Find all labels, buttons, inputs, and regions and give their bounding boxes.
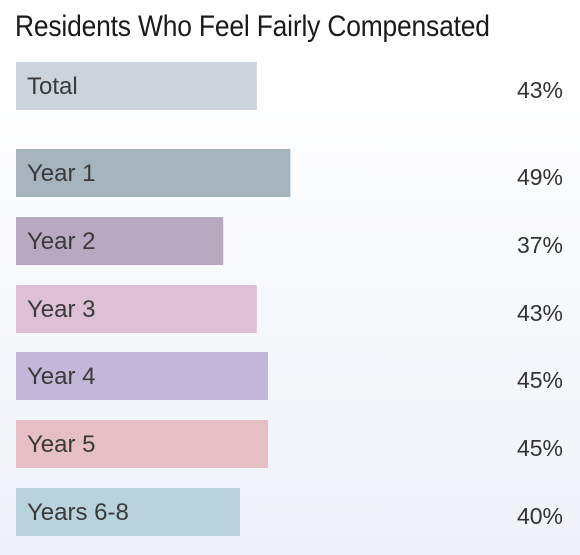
bar-total — [16, 62, 257, 110]
value-label: 43% — [517, 300, 563, 326]
category-label: Years 6-8 — [27, 499, 129, 526]
category-label: Year 5 — [27, 431, 96, 458]
bar-year-5 — [16, 420, 268, 468]
value-label: 40% — [517, 503, 563, 529]
category-label: Year 3 — [27, 296, 96, 323]
bar-years-6-8 — [16, 488, 240, 536]
value-label: 43% — [517, 77, 563, 103]
chart-title: Residents Who Feel Fairly Compensated — [15, 10, 490, 43]
bar-year-3 — [16, 285, 257, 333]
value-label: 45% — [517, 435, 563, 461]
value-label: 49% — [517, 164, 563, 190]
bar-year-2 — [16, 217, 224, 265]
value-label: 37% — [517, 232, 563, 258]
bar-year-4 — [16, 352, 268, 400]
category-label: Year 1 — [27, 160, 96, 187]
bar-year-1 — [16, 149, 291, 197]
category-label: Year 4 — [27, 363, 96, 390]
value-label: 45% — [517, 367, 563, 393]
category-label: Year 2 — [27, 228, 96, 255]
category-label: Total — [27, 73, 78, 100]
